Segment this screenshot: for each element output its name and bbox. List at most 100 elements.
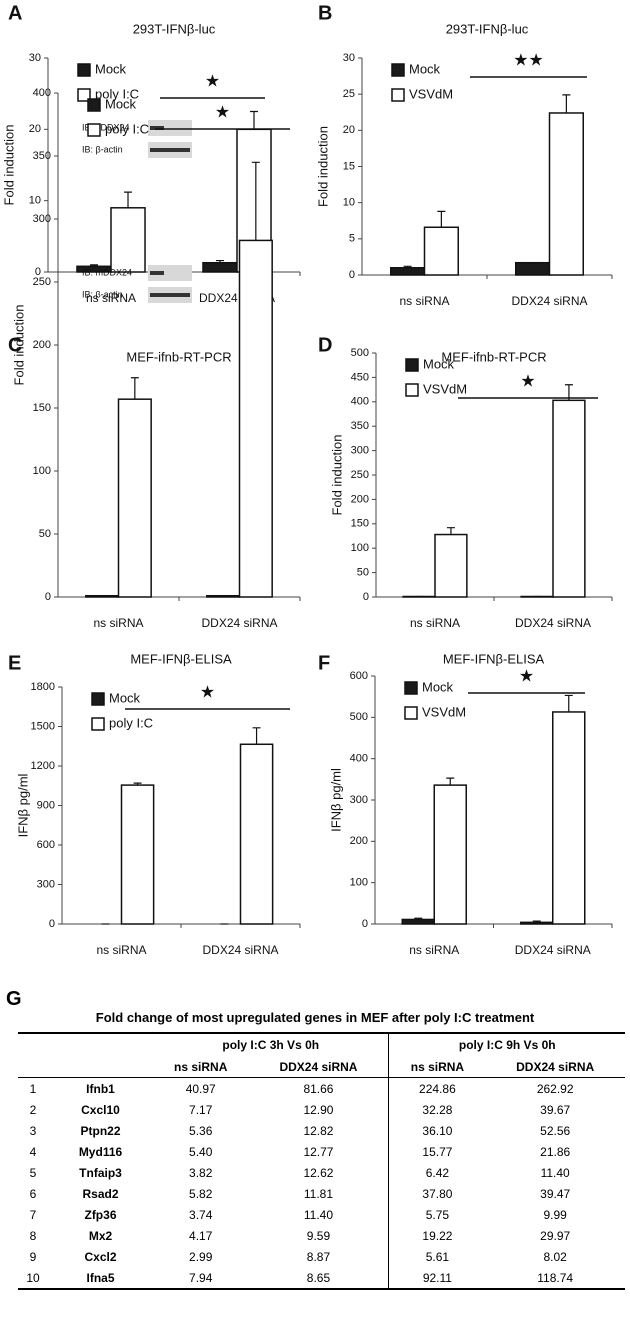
- bar: [552, 399, 586, 598]
- blot-label: IB: β-actin: [82, 144, 123, 154]
- y-tick-label: 900: [37, 799, 55, 811]
- legend-label: VSVdM: [422, 704, 466, 719]
- x-tick-label: ns siRNA: [93, 616, 143, 630]
- chart-title: MEF-IFNβ-ELISA: [130, 651, 232, 666]
- table-cell: 7.94: [153, 1267, 249, 1290]
- legend-label: VSVdM: [423, 381, 467, 396]
- y-tick-label: 100: [351, 542, 369, 554]
- x-tick-label: ns siRNA: [409, 943, 459, 957]
- y-tick-label: 0: [45, 591, 51, 603]
- table-cell: 39.67: [540, 1102, 571, 1117]
- panel-letter: D: [318, 334, 332, 356]
- y-tick-label: 20: [29, 123, 41, 135]
- y-tick-label: 600: [37, 839, 55, 851]
- error-bar: [414, 917, 423, 920]
- table-row: ns siRNA DDX24 siRNA ns siRNA DDX24 siRNA: [18, 1056, 625, 1078]
- error-bar: [446, 527, 455, 535]
- x-tick-label: ns siRNA: [86, 291, 136, 305]
- table-cell: ns siRNA: [388, 1056, 486, 1078]
- table-cell: 5.61: [388, 1246, 486, 1267]
- chart-title: MEF-IFNβ-ELISA: [443, 651, 545, 666]
- table-cell: 5: [29, 1165, 37, 1180]
- table-cell: 9.99: [543, 1207, 567, 1222]
- table-cell: 52.56: [540, 1123, 571, 1138]
- blot-image: [148, 120, 192, 136]
- table-cell: 10: [18, 1267, 48, 1290]
- table-cell: DDX24 siRNA: [485, 1056, 625, 1078]
- y-tick-label: 15: [343, 160, 355, 172]
- legend-swatch: [391, 63, 405, 77]
- significance-star: ★: [205, 71, 220, 90]
- error-bar: [251, 161, 260, 241]
- legend-label: Mock: [95, 61, 127, 76]
- table-cell: 7.17: [189, 1102, 213, 1117]
- table-cell: 36.10: [388, 1120, 486, 1141]
- error-bar: [532, 920, 541, 923]
- table-row: 6 Rsad2 5.82 11.81 37.80 39.47: [18, 1183, 625, 1204]
- table-cell: Cxcl10: [81, 1102, 120, 1117]
- legend-swatch: [87, 98, 101, 112]
- y-tick-label: 1800: [31, 681, 55, 693]
- chart-title: MEF-ifnb-RT-PCR: [126, 349, 231, 364]
- blot-image: [148, 265, 192, 281]
- table-cell: 3.82: [189, 1165, 213, 1180]
- y-tick-label: 0: [363, 591, 369, 603]
- table-cell: Ptpn22: [80, 1123, 121, 1138]
- y-tick-label: 250: [351, 469, 369, 481]
- table-cell: 11.40: [540, 1165, 570, 1180]
- table-cell: 5.36: [189, 1123, 213, 1138]
- table-cell: 3.74: [189, 1207, 213, 1222]
- bar: [239, 743, 274, 925]
- y-tick-label: 300: [37, 878, 55, 890]
- error-bar: [89, 264, 98, 267]
- panel-letter: B: [318, 2, 332, 24]
- bar: [552, 711, 586, 925]
- table-cell: 11.40: [303, 1207, 334, 1222]
- table-row: 9 Cxcl2 2.99 8.87 5.61 8.02: [18, 1246, 625, 1267]
- error-bar: [124, 191, 133, 208]
- y-tick-label: 300: [351, 445, 369, 457]
- bar: [238, 239, 273, 598]
- table-cell: 39.47: [540, 1186, 571, 1201]
- table-cell: Mx2: [88, 1228, 113, 1243]
- table-cell: poly I:C 3h Vs 0h: [153, 1032, 389, 1056]
- y-tick-label: 500: [351, 347, 369, 359]
- table-row: 10 Ifna5 7.94 8.65 92.11 118.74: [18, 1267, 625, 1290]
- y-tick-label: 30: [29, 52, 41, 64]
- blot-label: IB: hDDX24: [82, 122, 130, 132]
- table-cell: 81.66: [303, 1081, 334, 1096]
- table-cell: 40.97: [185, 1081, 216, 1096]
- table-cell: 21.86: [540, 1144, 571, 1159]
- blot-band: [150, 271, 164, 275]
- legend-swatch: [91, 717, 105, 731]
- table-cell: 5.40: [189, 1144, 213, 1159]
- y-axis-label: Fold induction: [315, 126, 330, 207]
- bar: [548, 112, 584, 276]
- y-tick-label: 0: [349, 269, 355, 281]
- y-tick-label: 200: [350, 835, 368, 847]
- significance-star: ★: [215, 102, 230, 121]
- significance-star: ★: [519, 666, 534, 685]
- table-row: 3 Ptpn22 5.36 12.82 36.10 52.56: [18, 1120, 625, 1141]
- x-tick-label: ns siRNA: [96, 943, 146, 957]
- table-row: 2 Cxcl10 7.17 12.90 32.28 39.67: [18, 1099, 625, 1120]
- table-cell: 8.87: [306, 1249, 331, 1264]
- legend-label: Mock: [422, 679, 454, 694]
- y-tick-label: 350: [351, 420, 369, 432]
- table-cell: 9.59: [306, 1228, 331, 1243]
- y-tick-label: 25: [343, 88, 355, 100]
- table-cell: 9: [29, 1249, 37, 1264]
- legend-swatch: [77, 63, 91, 77]
- table-cell: 12.62: [303, 1165, 334, 1180]
- table-cell: 6: [29, 1186, 37, 1201]
- table-cell: 92.11: [388, 1267, 486, 1290]
- bar: [202, 261, 238, 273]
- legend-swatch: [77, 88, 91, 102]
- bar: [434, 533, 468, 598]
- legend-label: VSVdM: [409, 86, 453, 101]
- x-tick-label: DDX24 siRNA: [511, 294, 587, 308]
- table-cell: 262.92: [536, 1081, 574, 1096]
- bar: [433, 784, 467, 925]
- blot-label: IB: β-actin: [82, 289, 123, 299]
